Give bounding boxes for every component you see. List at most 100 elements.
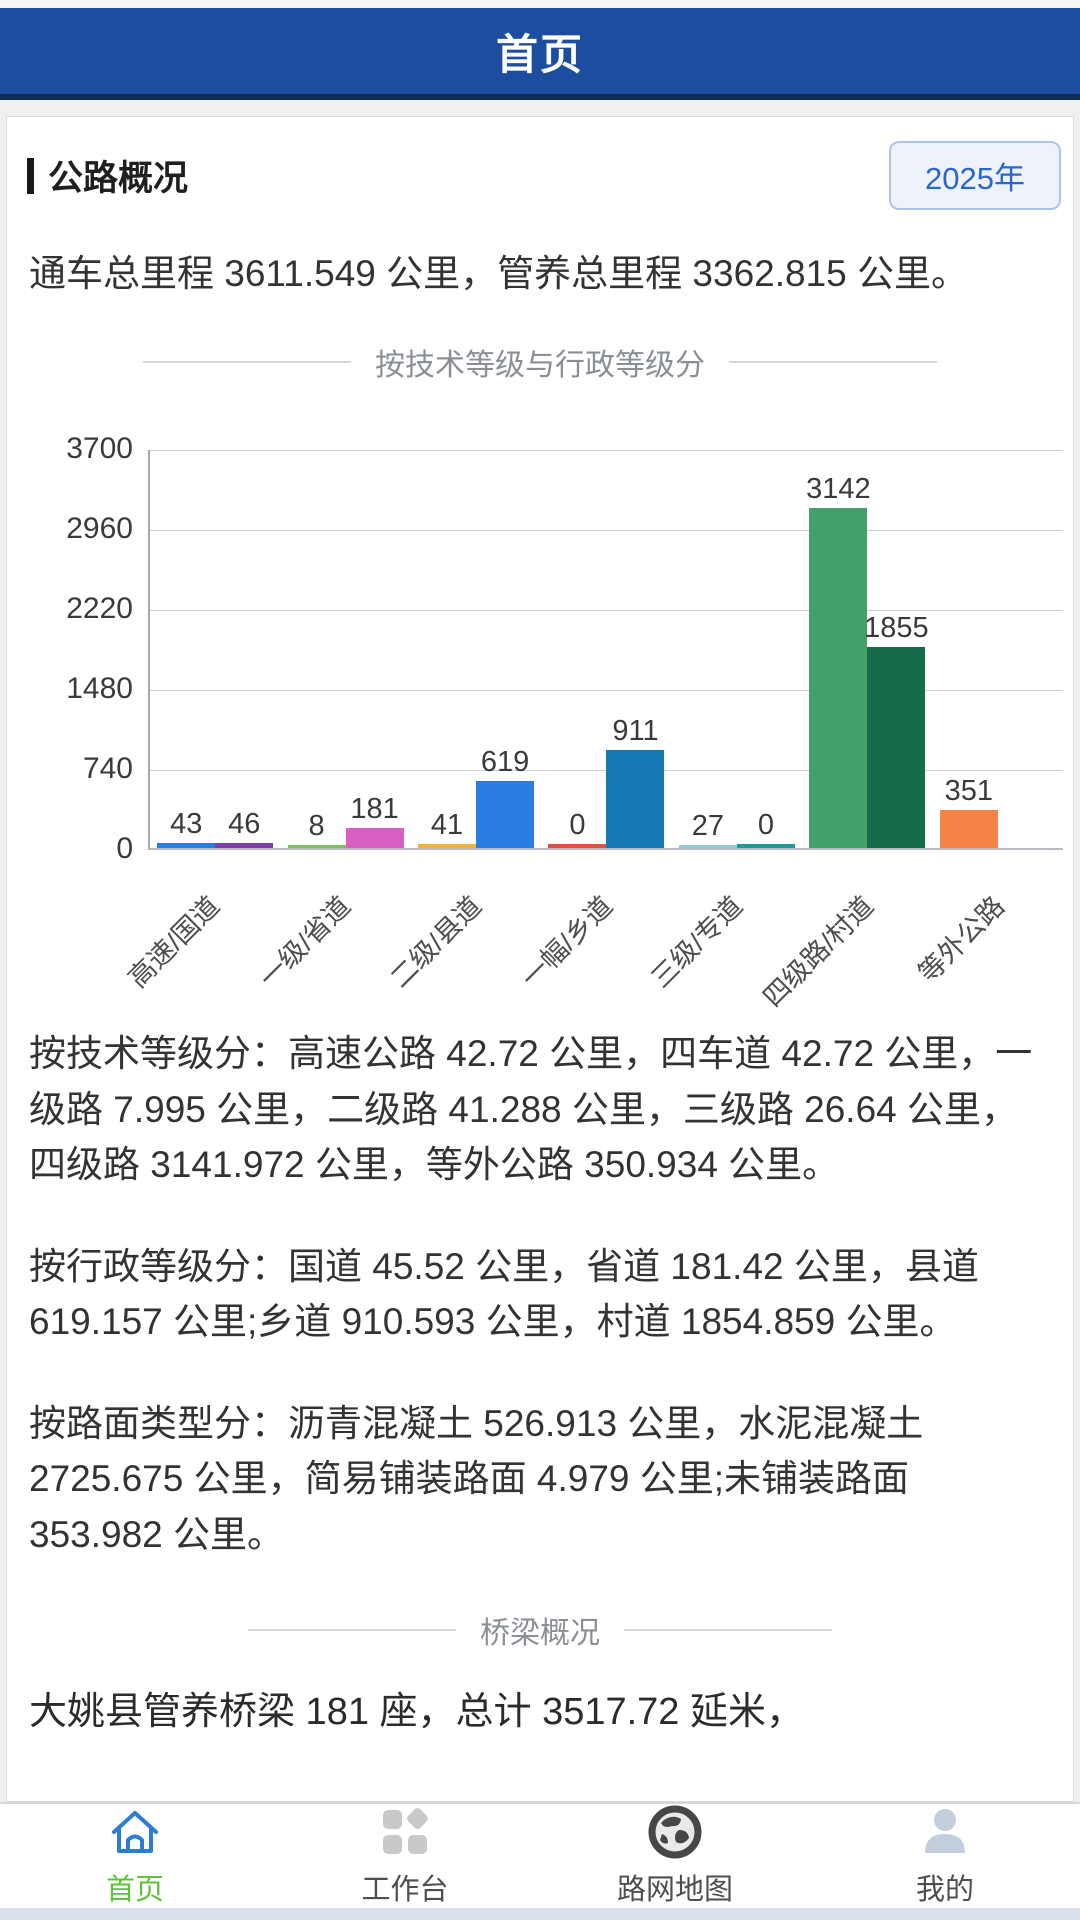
- gridline: [150, 690, 1063, 692]
- chart1-title-divider: 按技术等级与行政等级分: [7, 340, 1073, 384]
- bar-column: 3142: [806, 473, 871, 849]
- bar-column: 351: [939, 775, 998, 849]
- bar-column: 181: [345, 793, 404, 849]
- bar-group: 0 911: [541, 450, 671, 849]
- bar: [418, 844, 477, 849]
- x-axis-category-label: 一幅/乡道: [514, 890, 618, 994]
- home-indicator-strip: [0, 1908, 1080, 1920]
- bar-value-label: 1855: [864, 612, 929, 645]
- bar-value-label: 46: [228, 808, 261, 841]
- x-axis-category-label: 一级/省道: [253, 890, 357, 994]
- bridge-section-title: 桥梁概况: [480, 1617, 600, 1651]
- x-axis-category-label: 高速/国道: [122, 890, 226, 994]
- bar: [215, 843, 274, 849]
- bar: [939, 810, 998, 849]
- bottom-tab-bar: 首页 工作台 路网地图 我的: [0, 1802, 1080, 1908]
- bar: [867, 647, 926, 849]
- x-axis-category-label: 二级/县道: [384, 890, 488, 994]
- y-axis-tick-label: 0: [116, 832, 133, 866]
- tech-grade-paragraph: 按技术等级分：高速公路 42.72 公里，四车道 42.72 公里，一级路 7.…: [29, 1033, 1033, 1186]
- section-title-wrap: 公路概况: [27, 150, 188, 201]
- page-title: 首页: [495, 30, 584, 78]
- gridline: [150, 610, 1063, 612]
- divider-line: [248, 1629, 456, 1632]
- tab-workbench-label: 工作台: [361, 1874, 449, 1906]
- section-title: 公路概况: [48, 159, 189, 198]
- bar-value-label: 8: [308, 810, 325, 843]
- bar-value-label: 43: [170, 808, 203, 841]
- tab-home[interactable]: 首页: [0, 1804, 270, 1908]
- bar-group: 351: [933, 450, 1063, 849]
- bridge-summary-text: 大姚县管养桥梁 181 座，总计 3517.72 延米，: [29, 1691, 804, 1734]
- divider-line: [729, 361, 937, 364]
- bar-group: 8 181: [280, 450, 410, 849]
- bar-column: 41: [418, 809, 477, 849]
- chart1-title: 按技术等级与行政等级分: [375, 349, 705, 383]
- bar-value-label: 619: [480, 746, 530, 779]
- bar: [736, 844, 795, 849]
- gridline: [150, 450, 1063, 452]
- road-map-globe-icon: [648, 1805, 702, 1859]
- bar-column: 43: [157, 808, 216, 849]
- tab-home-label: 首页: [105, 1874, 164, 1906]
- tab-road-map[interactable]: 路网地图: [540, 1804, 810, 1908]
- bar-column: 27: [678, 810, 737, 849]
- tab-mine[interactable]: 我的: [810, 1804, 1080, 1908]
- road-overview-header: 公路概况 2025年: [7, 141, 1073, 210]
- bar-column: 8: [287, 810, 346, 849]
- bar-value-label: 911: [612, 715, 659, 748]
- surface-type-paragraph: 按路面类型分：沥青混凝土 526.913 公里，水泥混凝土 2725.675 公…: [29, 1402, 924, 1555]
- bar: [678, 845, 737, 849]
- bar-column: 1855: [864, 612, 929, 849]
- bar: [476, 781, 535, 849]
- home-icon: [112, 1811, 158, 1853]
- bar: [287, 845, 346, 849]
- bar-column: 911: [606, 715, 665, 849]
- bar-column: 619: [476, 746, 535, 849]
- tab-workbench[interactable]: 工作台: [270, 1804, 540, 1908]
- status-bar-strip: [0, 0, 1080, 8]
- bar-value-label: 181: [350, 793, 399, 826]
- bar-value-label: 3142: [806, 473, 871, 506]
- bar: [157, 843, 216, 849]
- year-selector-button[interactable]: 2025年: [889, 141, 1061, 210]
- bar: [606, 750, 665, 849]
- admin-grade-paragraph: 按行政等级分：国道 45.52 公里，省道 181.42 公里，县道 619.1…: [29, 1245, 979, 1343]
- section-title-marker: [27, 157, 34, 194]
- bar-group: 27 0: [672, 450, 802, 849]
- content-card: 公路概况 2025年 通车总里程 3611.549 公里，管养总里程 3362.…: [6, 116, 1074, 1802]
- app-header: 首页: [0, 8, 1080, 100]
- bar-group: 41 619: [411, 450, 541, 849]
- bar-value-label: 0: [757, 809, 774, 842]
- workbench-grid-icon: [383, 1808, 428, 1854]
- bridge-section-divider: 桥梁概况: [7, 1608, 1073, 1652]
- gridline: [150, 530, 1063, 532]
- divider-line: [624, 1629, 832, 1632]
- tab-road-map-label: 路网地图: [616, 1874, 733, 1906]
- divider-line: [143, 361, 351, 364]
- bar-column: 46: [215, 808, 274, 849]
- bar-value-label: 27: [691, 810, 725, 843]
- mileage-summary-text: 通车总里程 3611.549 公里，管养总里程 3362.815 公里。: [29, 253, 969, 294]
- tech-admin-chart: 43 46 8 181 41 619 0 911 27 0 3142 1855 351 0 740 1480…: [7, 400, 1073, 1013]
- bar: [345, 828, 404, 849]
- bar-value-label: 351: [944, 775, 993, 808]
- chart1-plot-area: 43 46 8 181 41 619 0 911 27 0 3142 1855 351: [148, 450, 1063, 851]
- bar-value-label: 41: [430, 809, 464, 842]
- bar-value-label: 0: [569, 809, 586, 842]
- profile-icon: [925, 1809, 965, 1853]
- y-axis-tick-label: 3700: [66, 432, 133, 466]
- bar-column: 0: [736, 809, 795, 849]
- y-axis-tick-label: 740: [82, 752, 133, 786]
- y-axis-tick-label: 2220: [66, 592, 133, 626]
- bar-group: 43 46: [150, 450, 280, 849]
- x-axis-category-label: 四级路/村道: [757, 890, 880, 1013]
- tab-mine-label: 我的: [915, 1874, 974, 1906]
- bar: [809, 508, 868, 849]
- bar-column: 0: [548, 809, 607, 849]
- y-axis-tick-label: 1480: [66, 672, 133, 706]
- y-axis-tick-label: 2960: [66, 512, 133, 546]
- bar-group: 3142 1855: [802, 450, 932, 849]
- x-axis-category-label: 等外公路: [912, 890, 1011, 989]
- bar: [548, 844, 607, 849]
